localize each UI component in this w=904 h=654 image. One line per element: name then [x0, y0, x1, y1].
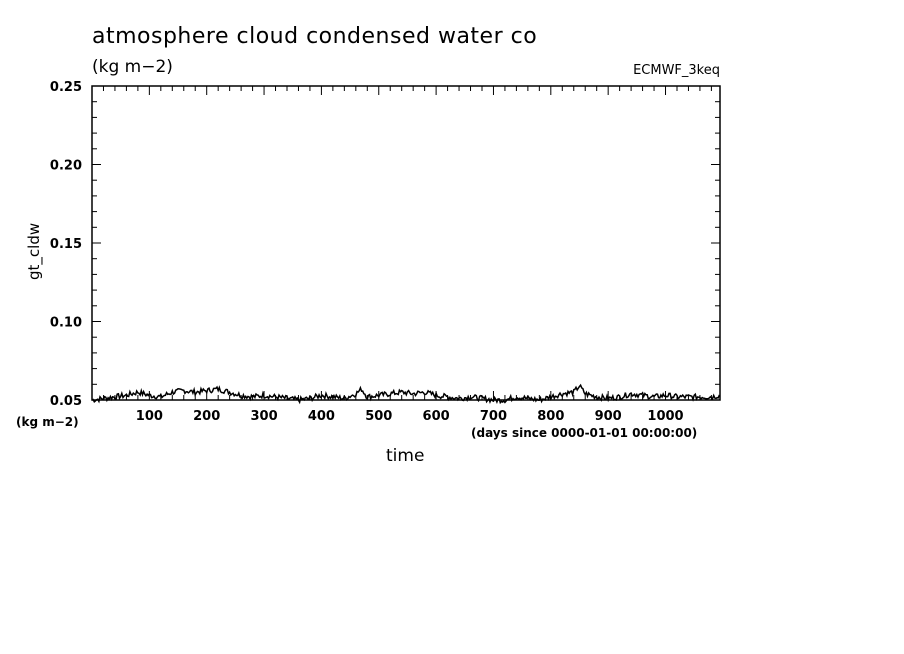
x-axis-label: time: [386, 446, 425, 466]
y-axis-unit: (kg m−2): [16, 415, 79, 429]
series-line: [91, 383, 721, 405]
x-tick-label: 1000: [647, 409, 683, 424]
chart-subtitle: (kg m−2): [92, 57, 173, 77]
plot-frame: [91, 85, 721, 401]
axis-ticks: [92, 85, 720, 401]
y-axis-label: gt_cldw: [25, 222, 43, 280]
x-tick-label: 900: [595, 409, 622, 424]
chart-title: atmosphere cloud condensed water co: [92, 24, 538, 49]
x-tick-label: 600: [423, 409, 450, 424]
y-tick-label: 0.10: [50, 316, 82, 331]
x-tick-label: 800: [537, 409, 564, 424]
x-tick-label: 100: [136, 409, 163, 424]
y-tick-label: 0.25: [50, 80, 82, 95]
x-axis-unit: (days since 0000-01-01 00:00:00): [471, 426, 698, 440]
x-tick-label: 200: [193, 409, 220, 424]
x-tick-label: 400: [308, 409, 335, 424]
x-tick-label: 300: [250, 409, 277, 424]
axis-tick-labels: 100 200 300 400 500 600 700 800 900 1000 0.05 0.10 0…: [50, 80, 684, 424]
y-tick-label: 0.05: [50, 394, 82, 409]
y-tick-label: 0.20: [50, 159, 82, 174]
x-tick-label: 700: [480, 409, 507, 424]
y-tick-label: 0.15: [50, 237, 82, 252]
x-tick-label: 500: [365, 409, 392, 424]
source-label: ECMWF_3keq: [633, 63, 720, 78]
